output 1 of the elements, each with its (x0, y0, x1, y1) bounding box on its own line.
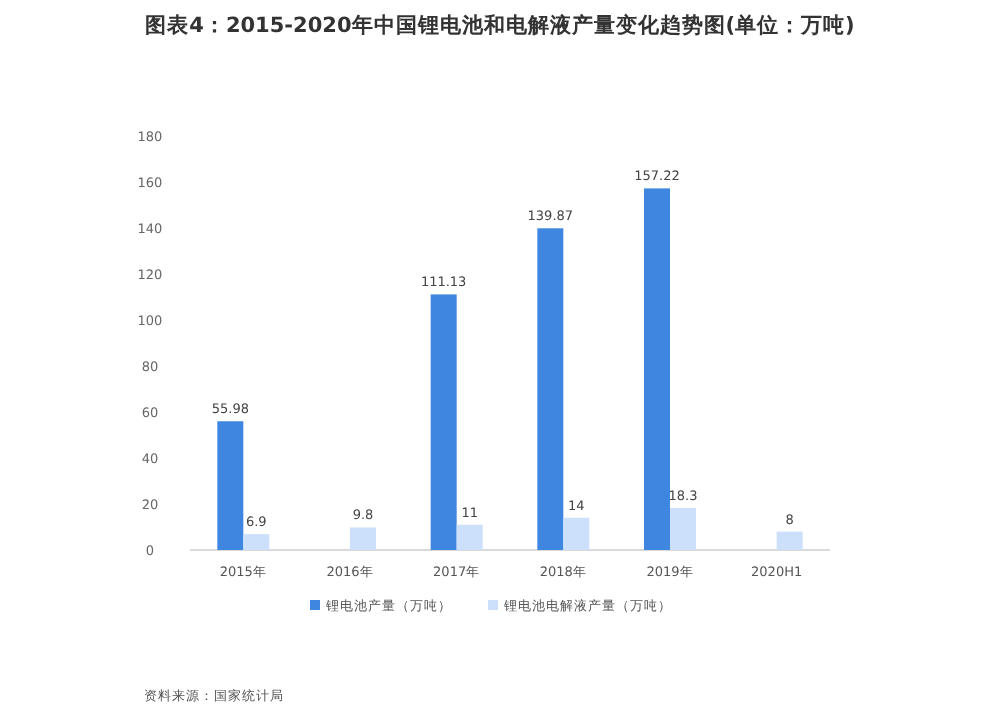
chart-title: 图表4：2015-2020年中国锂电池和电解液产量变化趋势图(单位：万吨) (145, 12, 855, 38)
